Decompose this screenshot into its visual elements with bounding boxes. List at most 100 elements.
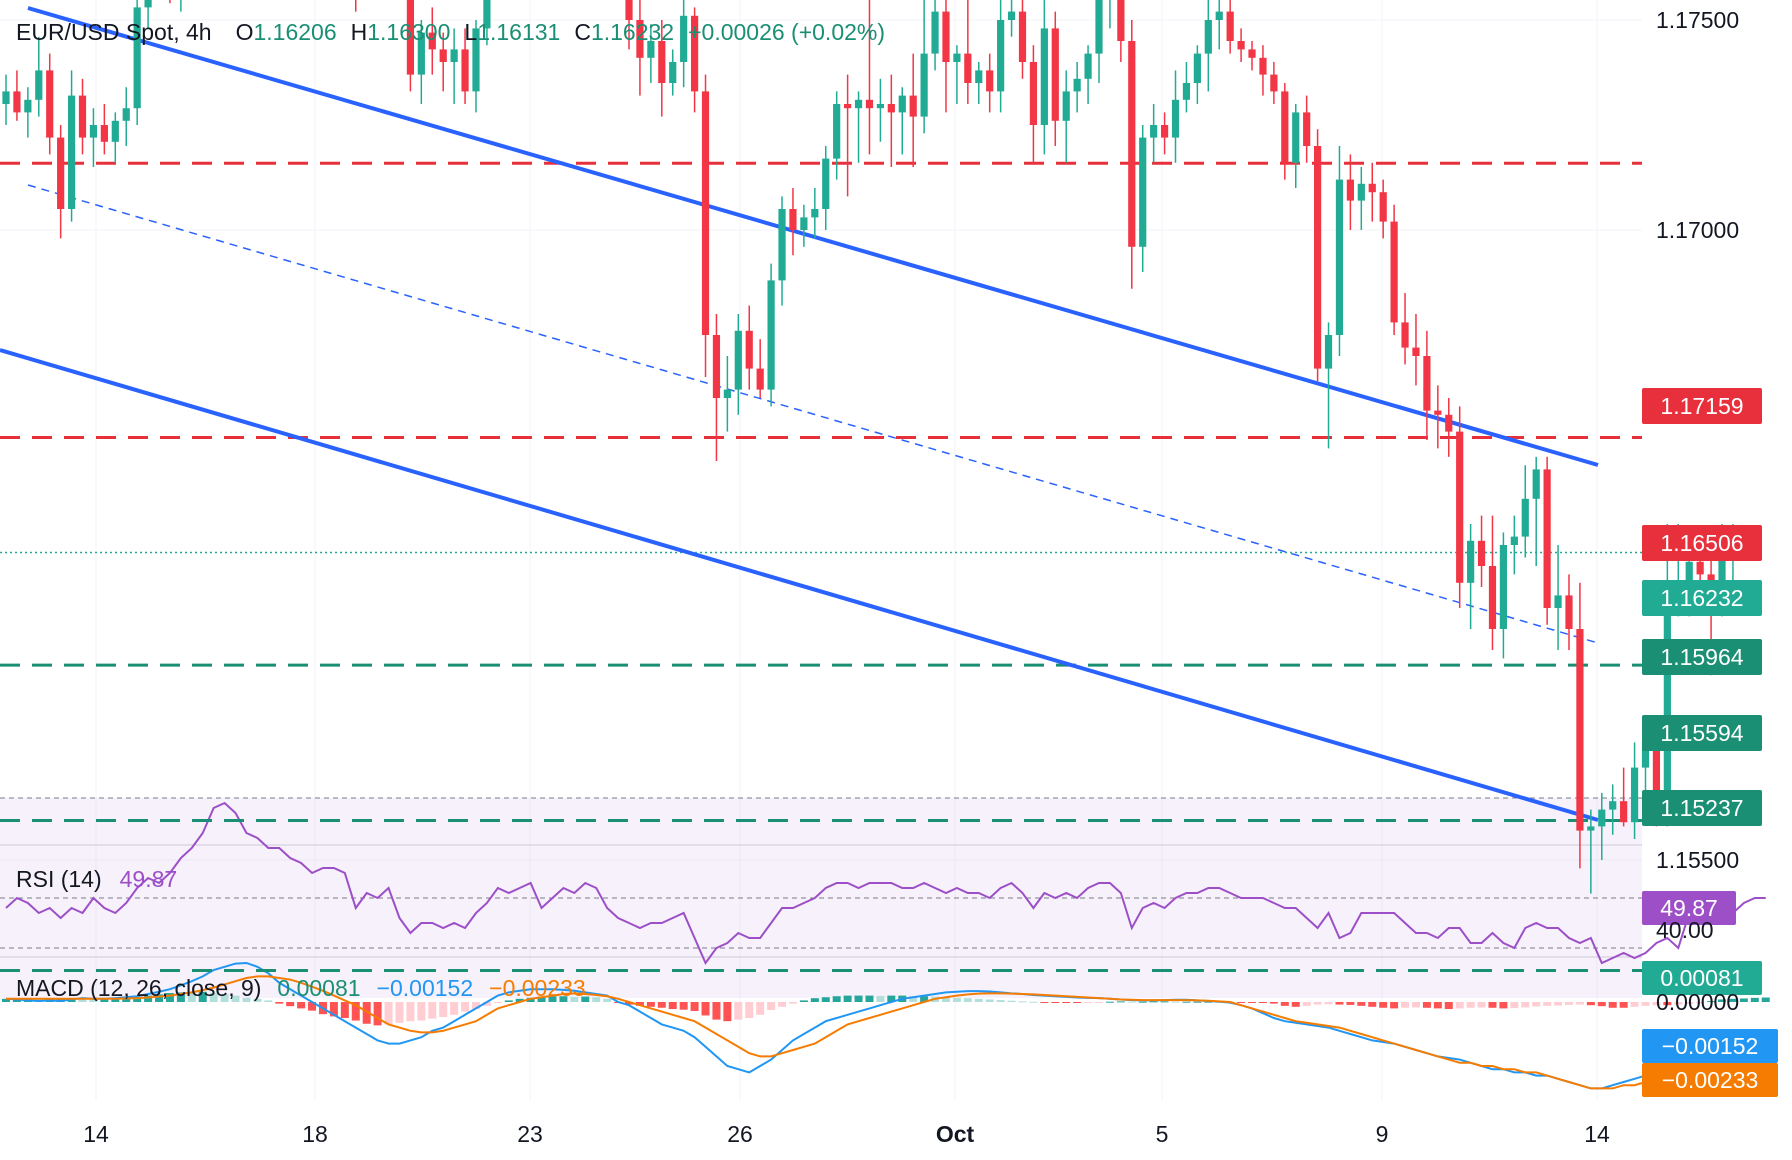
- candle-up: [1521, 498, 1529, 537]
- chart-header: EUR/USD Spot, 4h O1.16206 H1.16300 L1.16131…: [16, 19, 885, 45]
- price-tick-label: 1.17500: [1656, 7, 1739, 33]
- symbol-label: EUR/USD Spot: [16, 19, 174, 45]
- signal-line: [6, 975, 1712, 1090]
- candle-down: [1477, 540, 1486, 566]
- macd-histogram-bar: [1630, 1002, 1639, 1007]
- candle-up: [811, 209, 819, 218]
- time-tick-label: 23: [517, 1121, 543, 1147]
- macd-histogram-bar: [515, 998, 524, 1002]
- candle-up: [680, 15, 688, 63]
- candle-up: [1499, 545, 1508, 629]
- macd-histogram-bar: [111, 998, 120, 1002]
- macd-histogram-bar: [832, 996, 841, 1002]
- macd-histogram-bar: [1433, 1002, 1442, 1009]
- candle-up: [1150, 125, 1158, 138]
- candle-up: [800, 217, 808, 230]
- macd-histogram-bar: [821, 997, 830, 1002]
- macd-histogram-bar: [155, 994, 164, 1002]
- macd-histogram-bar: [1357, 1002, 1366, 1006]
- macd-histogram-bar: [482, 1002, 491, 1006]
- descending-channel: [0, 6, 1599, 822]
- candle-up: [144, 0, 152, 8]
- rsi-value: 49.87: [120, 866, 178, 892]
- candle-down: [1379, 192, 1387, 222]
- candle-down: [1303, 112, 1311, 146]
- macd-histogram-bar: [1073, 1002, 1082, 1003]
- candle-up: [133, 7, 141, 109]
- candle-up: [669, 62, 677, 83]
- low-label: L: [464, 19, 477, 45]
- macd-histogram-bar: [1532, 1002, 1541, 1007]
- svg-text:MACD (12, 26, close, 9)0.00081: MACD (12, 26, close, 9) 0.00081 −0.00152 −0…: [16, 975, 586, 1001]
- support-1-value: 1.15964: [1660, 644, 1743, 670]
- candle-down: [658, 41, 666, 83]
- candle-down: [1696, 561, 1704, 575]
- candle-up: [2, 91, 10, 104]
- macd-histogram-bar: [1138, 1001, 1147, 1003]
- candle-down: [756, 368, 764, 390]
- candle-up: [1062, 91, 1070, 121]
- macd-histogram-bar: [1422, 1002, 1431, 1008]
- macd-histogram-bar: [308, 1002, 317, 1011]
- candle-down: [636, 20, 644, 58]
- macd-histogram-bar: [439, 1002, 448, 1018]
- candle-down: [1314, 146, 1322, 369]
- macd-histogram-bar: [165, 993, 174, 1002]
- macd-histogram-bar: [406, 1002, 415, 1022]
- resistance-2-value: 1.16506: [1660, 530, 1743, 556]
- macd-histogram-bar: [592, 997, 601, 1002]
- macd-histogram-bar: [1696, 1002, 1705, 1004]
- macd-histogram-bar: [1608, 1002, 1617, 1008]
- macd-histogram-bar: [1280, 1002, 1289, 1006]
- macd-histogram-bar: [1663, 1002, 1672, 1006]
- macd-histogram-bar: [1368, 1002, 1377, 1007]
- candle-up: [1171, 99, 1180, 138]
- macd-histogram-bar: [1597, 1002, 1606, 1007]
- macd-histogram-bar: [209, 993, 218, 1002]
- candle-up: [1554, 595, 1562, 608]
- candle-down: [789, 209, 797, 230]
- price-axis[interactable]: 1.190001.185001.180001.175001.170001.155…: [1656, 0, 1739, 873]
- candle-up: [931, 11, 939, 54]
- macd-histogram-bar: [329, 1002, 338, 1017]
- macd-histogram-bar: [100, 998, 109, 1002]
- macd-histogram-bar: [1193, 1001, 1202, 1003]
- candle-up: [778, 209, 786, 281]
- macd-histogram-bar: [1313, 1002, 1322, 1005]
- candle-up: [1587, 826, 1595, 831]
- candle-up: [483, 0, 491, 29]
- candle-up: [920, 53, 928, 117]
- resistance-badge-2: 1.16506: [1642, 525, 1762, 561]
- candle-down: [100, 125, 108, 142]
- macd-legend-macd: −0.00152: [377, 975, 474, 1001]
- macd-label: MACD (12, 26, close, 9): [16, 975, 261, 1001]
- candle-up: [854, 99, 863, 109]
- rsi-badge: 49.87: [1642, 891, 1736, 925]
- candle-up: [1663, 591, 1671, 818]
- time-axis[interactable]: 14 18 23 26 Oct 5 9 14: [83, 1121, 1610, 1147]
- candle-up: [450, 49, 458, 62]
- macd-histogram-bar: [1324, 1002, 1333, 1005]
- macd-histogram-bar: [1149, 1001, 1158, 1003]
- candle-up: [89, 125, 98, 138]
- macd-histogram-bar: [657, 1002, 666, 1008]
- price-tick-label: 1.15500: [1656, 847, 1739, 873]
- candle-down: [865, 99, 874, 109]
- candle-down: [1652, 746, 1661, 818]
- rsi-line: [5, 801, 1766, 965]
- macd-histogram-bar: [723, 1002, 732, 1022]
- macd-histogram-bar: [1269, 1002, 1278, 1004]
- candle-up: [975, 70, 983, 83]
- macd-histogram-bar: [1750, 997, 1759, 1002]
- macd-histogram-bar: [450, 1002, 459, 1015]
- macd-histogram-bar: [701, 1002, 710, 1016]
- candle-up: [1357, 183, 1365, 201]
- macd-histogram-bar: [1521, 1002, 1530, 1008]
- candle-up: [1007, 11, 1016, 20]
- macd-histogram-bar: [1258, 1002, 1267, 1003]
- rsi-legend: RSI (14) 49.87: [16, 866, 177, 892]
- candle-down: [1259, 57, 1267, 75]
- macd-histogram-bar: [187, 993, 196, 1002]
- macd-line-badge-value: −0.00152: [1662, 1033, 1759, 1059]
